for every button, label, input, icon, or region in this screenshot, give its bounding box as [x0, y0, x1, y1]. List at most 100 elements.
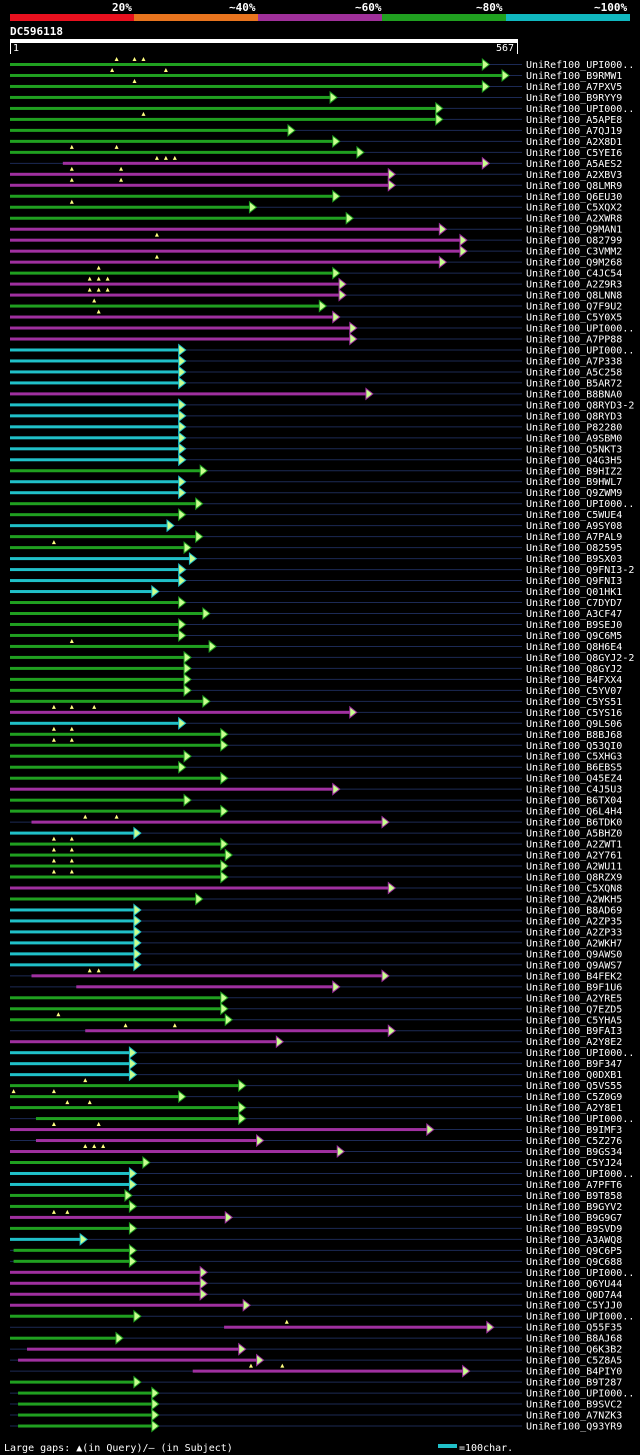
- gap-marker: [69, 166, 74, 171]
- hit-label: UniRef100_B4FXX4: [526, 675, 622, 686]
- hit-row: UniRef100_B9SVD9: [10, 1221, 622, 1235]
- hit-row: UniRef100_Q9C688: [10, 1254, 622, 1268]
- hit-row: UniRef100_A2XWR8: [10, 211, 622, 225]
- hit-bar: [10, 524, 170, 528]
- hit-end-arrow: [183, 672, 192, 686]
- query-tick-start: [10, 39, 11, 54]
- hit-end-arrow: [387, 178, 397, 192]
- hit-bar: [10, 809, 223, 813]
- hit-label: UniRef100_C5YS51: [526, 697, 622, 708]
- hit-bar: [10, 150, 359, 154]
- hit-end-arrow: [128, 1046, 138, 1060]
- hit-row: UniRef100_B8BNA0: [10, 387, 622, 401]
- hit-end-arrow: [438, 255, 448, 269]
- gap-marker: [65, 1209, 70, 1214]
- gap-marker: [92, 1144, 97, 1149]
- hit-bar: [10, 1095, 181, 1099]
- hit-label: UniRef100_B8BNA0: [526, 389, 622, 400]
- hit-row: UniRef100_B8BJ68: [10, 726, 622, 741]
- hit-bar: [10, 95, 333, 99]
- hit-row: UniRef100_A5AES2: [10, 155, 622, 170]
- hit-row: UniRef100_Q9FNI3-2: [10, 563, 634, 577]
- hit-end-arrow: [345, 211, 354, 225]
- hit-bar: [10, 403, 181, 407]
- hit-row: UniRef100_C7DYD7: [10, 595, 622, 610]
- query-bar: [10, 39, 517, 43]
- hit-row: UniRef100_C5XQN8: [10, 881, 622, 895]
- hit-label: UniRef100_B4FEK2: [526, 971, 622, 982]
- hit-bar: [10, 260, 442, 264]
- hit-row: UniRef100_B9GYV2: [10, 1199, 622, 1213]
- hit-label: UniRef100_C5WUE4: [526, 510, 622, 521]
- hit-end-arrow: [178, 617, 187, 632]
- hit-row: UniRef100_A7PXV5: [10, 78, 622, 93]
- hit-end-arrow: [287, 123, 296, 137]
- hit-row: UniRef100_C5Y0X5: [10, 309, 622, 324]
- hit-end-arrow: [178, 475, 187, 489]
- hit-row: UniRef100_B6TDK0: [10, 814, 622, 829]
- hit-bar: [10, 392, 368, 396]
- hit-bar: [10, 798, 187, 802]
- hit-label: UniRef100_C5YS16: [526, 708, 622, 719]
- hit-end-arrow: [151, 1397, 160, 1411]
- hit-row: UniRef100_A7P338: [10, 354, 622, 368]
- gap-marker: [141, 57, 146, 61]
- hit-bar: [10, 864, 223, 868]
- hit-end-arrow: [128, 1166, 138, 1181]
- gap-marker: [69, 858, 74, 863]
- hit-end-arrow: [481, 156, 491, 170]
- hit-row: UniRef100_A5C258: [10, 365, 622, 379]
- hit-label: UniRef100_Q9LS06: [526, 719, 622, 730]
- hit-end-arrow: [426, 1123, 435, 1137]
- hit-label: UniRef100_Q53QI0: [526, 741, 622, 752]
- hit-row: UniRef100_Q9FNI3: [10, 574, 622, 588]
- hit-label: UniRef100_A7NZK3: [526, 1411, 622, 1422]
- hit-label: UniRef100_B9G9G7: [526, 1213, 622, 1224]
- hit-end-arrow: [133, 1375, 142, 1389]
- gap-marker: [51, 869, 56, 874]
- hit-bar: [10, 776, 223, 780]
- hit-label: UniRef100_Q8RYD3-2: [526, 400, 634, 411]
- gap-marker: [87, 276, 92, 281]
- hit-end-arrow: [387, 1024, 397, 1038]
- hit-row: UniRef100_Q8RZX9: [10, 869, 622, 884]
- hit-row: UniRef100_C4J5U3: [10, 782, 622, 796]
- hit-row: UniRef100_C5YS16: [10, 704, 622, 719]
- hit-bar: [76, 985, 335, 989]
- hit-bar: [10, 710, 352, 714]
- hit-row: UniRef100_A9SBM0: [10, 431, 622, 445]
- hit-end-arrow: [195, 497, 204, 511]
- hit-bar: [10, 853, 228, 857]
- hit-label: UniRef100_Q9FNI3-2: [526, 565, 634, 576]
- hit-row: UniRef100_B9F347: [10, 1057, 622, 1071]
- hit-bar: [10, 919, 136, 923]
- hit-label: UniRef100_Q8RZX9: [526, 873, 622, 884]
- hit-bar: [10, 425, 181, 429]
- hit-label: UniRef100_UPI000..: [526, 499, 634, 510]
- gap-marker: [56, 1012, 61, 1017]
- hit-label: UniRef100_C5Y0X5: [526, 313, 622, 324]
- gap-marker: [92, 298, 97, 303]
- hit-label: UniRef100_Q0DXB1: [526, 1070, 622, 1081]
- hit-label: UniRef100_A2WKH7: [526, 938, 622, 949]
- hit-bar: [10, 875, 223, 879]
- hit-row: UniRef100_O82799: [10, 232, 622, 247]
- hit-label: UniRef100_A2X8D1: [526, 137, 622, 148]
- hit-label: UniRef100_B9RMW1: [526, 71, 622, 82]
- hit-row: UniRef100_B4PIY0: [10, 1363, 622, 1378]
- hit-bar: [10, 622, 181, 626]
- hit-label: UniRef100_B4PIY0: [526, 1367, 622, 1378]
- hit-row: UniRef100_A2X8D1: [10, 134, 622, 148]
- hit-label: UniRef100_C5XQN8: [526, 884, 622, 895]
- hit-end-arrow: [349, 321, 358, 335]
- hit-bar: [18, 1413, 154, 1417]
- hit-end-arrow: [387, 881, 397, 895]
- scale-label-80: ~80%: [476, 1, 503, 14]
- hit-label: UniRef100_B9SX03: [526, 554, 622, 565]
- hit-label: UniRef100_B9T287: [526, 1378, 622, 1389]
- hit-row: UniRef100_C5YEI6: [10, 144, 622, 159]
- hit-label: UniRef100_B9F1U6: [526, 982, 622, 993]
- hit-end-arrow: [142, 1155, 151, 1170]
- gap-marker: [123, 1023, 128, 1028]
